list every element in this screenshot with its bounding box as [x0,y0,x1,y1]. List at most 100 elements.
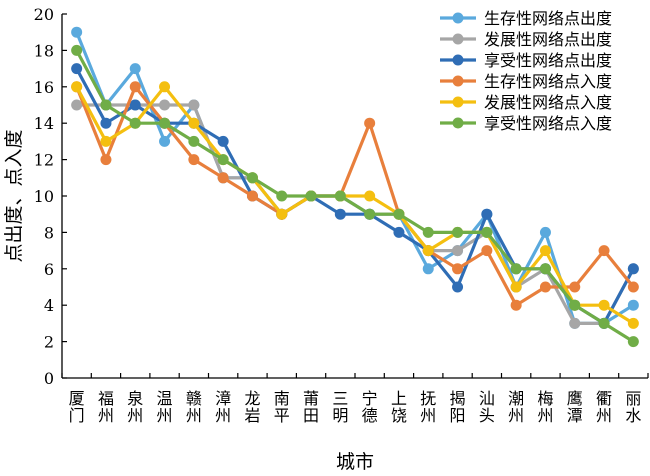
data-point [393,208,405,220]
data-point [510,263,522,275]
data-point [71,44,83,56]
x-tick-label: 温州 [157,389,173,425]
x-tick-label: 福州 [98,389,114,425]
x-tick-label: 莆田 [303,389,319,425]
series-line [75,85,635,307]
data-point [393,226,405,238]
legend-item: 生存性网络点入度 [440,72,612,91]
data-point [188,135,200,147]
legend-item: 发展性网络点入度 [440,93,612,112]
data-point [246,190,258,202]
data-point [100,154,112,166]
data-point [539,263,551,275]
y-tick-label: 20 [34,5,54,24]
data-point [422,263,434,275]
data-point [217,172,229,184]
data-point [71,81,83,93]
x-tick-label: 汕头 [479,389,495,425]
y-tick-label: 10 [34,187,54,206]
data-point [422,226,434,238]
legend-label: 生存性网络点出度 [484,9,612,28]
data-point [71,99,83,111]
y-axis-title: 点出度、点入度 [3,129,25,262]
data-point [510,281,522,293]
x-tick-label: 泉州 [127,389,143,425]
data-point [100,117,112,129]
data-point [188,117,200,129]
data-point [539,281,551,293]
legend-label: 享受性网络点入度 [484,114,612,133]
y-tick-label: 2 [44,333,54,352]
data-point [627,263,639,275]
data-point [539,245,551,257]
legend-label: 发展性网络点出度 [484,30,612,49]
legend-item: 发展性网络点出度 [440,30,612,49]
data-point [305,190,317,202]
x-tick-label: 梅州 [537,389,553,425]
legend-swatch-marker [452,117,464,129]
legend: 生存性网络点出度发展性网络点出度享受性网络点出度生存性网络点入度发展性网络点入度… [440,9,612,133]
x-tick-label: 三明 [332,389,348,425]
data-point [217,154,229,166]
data-point [569,317,581,329]
x-tick-label: 抚州 [420,389,436,425]
y-tick-label: 8 [44,223,54,242]
data-point [188,99,200,111]
data-point [569,281,581,293]
y-tick-label: 16 [34,78,54,97]
x-tick-label: 宁德 [362,389,378,425]
data-point [627,281,639,293]
y-tick-label: 14 [34,114,54,133]
x-tick-label: 龙岩 [244,389,260,425]
x-tick-label: 潮州 [508,389,524,425]
data-point [246,172,258,184]
data-point [452,281,464,293]
x-tick-label: 厦门 [69,389,85,425]
series-layer [71,26,639,348]
data-point [159,135,171,147]
y-tick-label: 18 [34,41,54,60]
legend-item: 享受性网络点出度 [440,51,612,70]
data-point [159,117,171,129]
data-point [539,226,551,238]
data-point [188,154,200,166]
data-point [598,245,610,257]
legend-swatch-marker [452,75,464,87]
legend-label: 享受性网络点出度 [484,51,612,70]
data-point [481,208,493,220]
legend-item: 生存性网络点出度 [440,9,612,28]
legend-swatch-marker [452,54,464,66]
data-point [627,336,639,348]
data-point [129,117,141,129]
data-point [598,317,610,329]
legend-item: 享受性网络点入度 [440,114,612,133]
data-point [598,299,610,311]
x-tick-label: 赣州 [186,389,202,425]
data-point [452,263,464,275]
x-tick-label: 丽水 [625,389,641,425]
data-point [129,81,141,93]
data-point [510,299,522,311]
series-line [75,85,635,325]
y-tick-label: 12 [34,151,54,170]
data-point [129,63,141,75]
data-point [452,226,464,238]
y-tick-label: 6 [44,260,54,279]
legend-label: 生存性网络点入度 [484,72,612,91]
data-point [100,135,112,147]
data-point [334,208,346,220]
data-point [276,190,288,202]
x-tick-label: 衢州 [596,389,612,425]
data-point [159,81,171,93]
data-point [627,317,639,329]
data-point [364,190,376,202]
data-point [71,26,83,38]
x-tick-label: 漳州 [215,389,231,425]
data-point [422,245,434,257]
y-tick-label: 0 [44,369,54,388]
y-tick-label: 4 [44,296,54,315]
legend-swatch-marker [452,96,464,108]
data-point [129,99,141,111]
